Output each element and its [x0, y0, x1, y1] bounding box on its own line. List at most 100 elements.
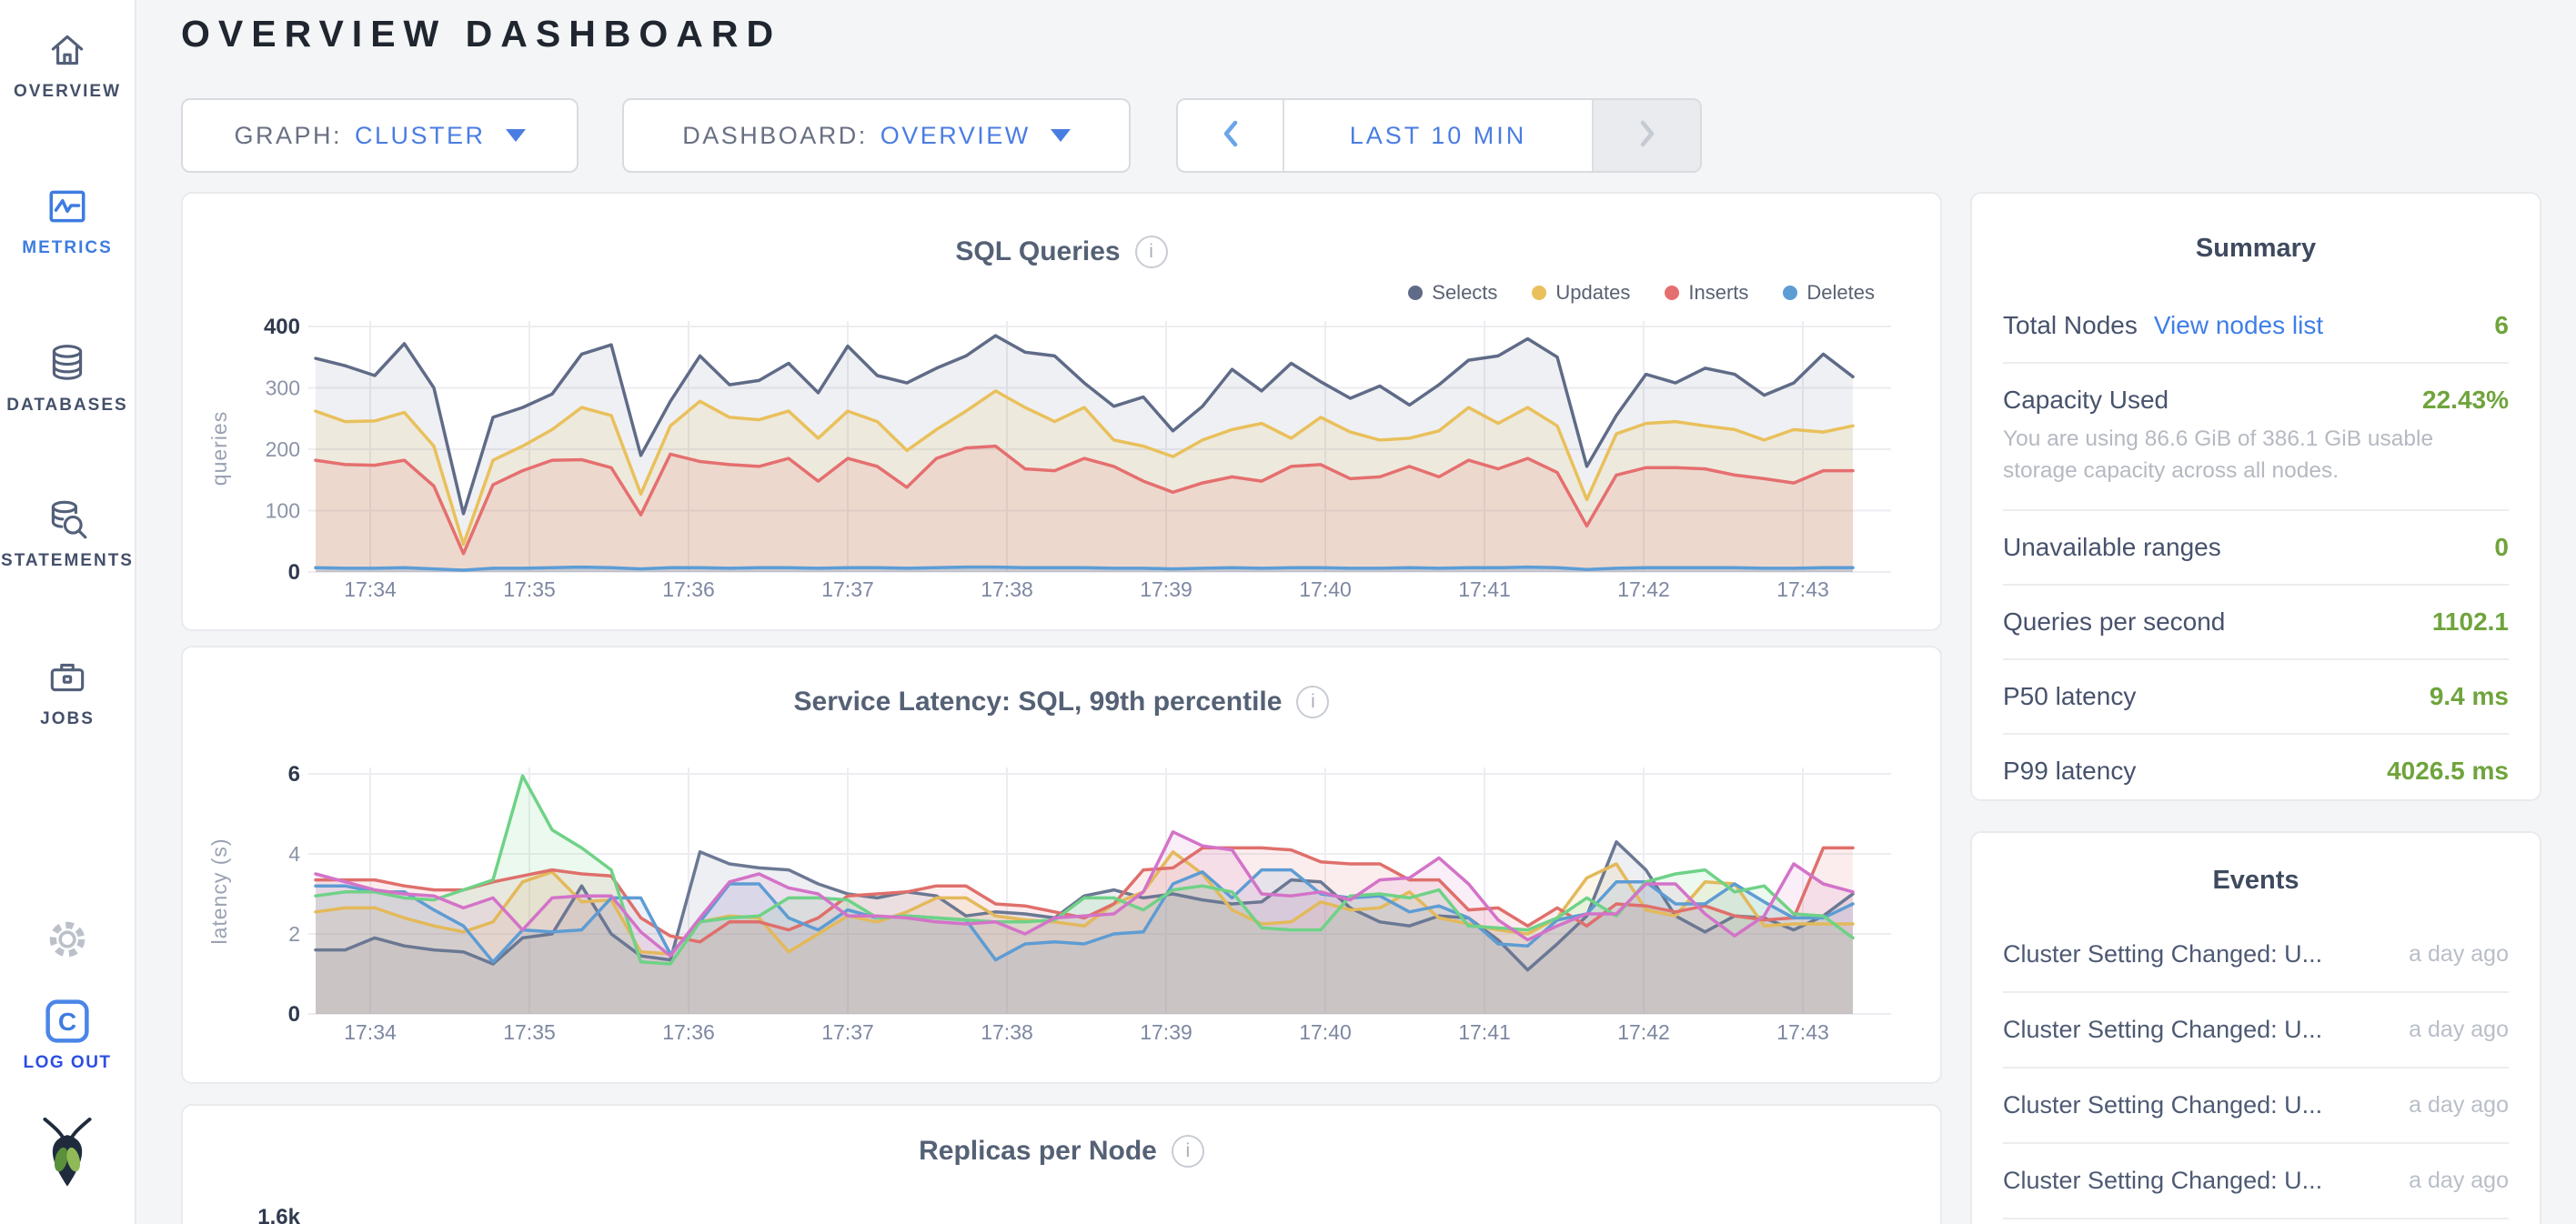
- event-row[interactable]: Cluster Setting Changed: U... a day ago: [2003, 918, 2509, 993]
- event-row[interactable]: Cluster Setting Changed: U... a day ago: [2003, 993, 2509, 1068]
- sidebar-item-databases[interactable]: DATABASES: [0, 341, 135, 416]
- svg-text:queries: queries: [207, 411, 231, 486]
- svg-text:17:41: 17:41: [1458, 1020, 1511, 1044]
- sidebar-item-overview[interactable]: OVERVIEW: [0, 27, 135, 102]
- graph-dropdown-value: CLUSTER: [355, 121, 486, 149]
- svg-text:17:36: 17:36: [662, 1020, 715, 1044]
- info-icon[interactable]: i: [1134, 236, 1168, 268]
- event-row[interactable]: Cluster Setting Changed: U... a day ago: [2003, 1219, 2509, 1224]
- legend-item: Updates: [1532, 281, 1630, 305]
- svg-text:17:34: 17:34: [344, 577, 397, 601]
- svg-text:17:41: 17:41: [1458, 577, 1511, 601]
- legend-item: Inserts: [1665, 281, 1748, 305]
- service-latency-chart: 17:34 17:35 17:36 17:37 17:38 17:39 17:40 17:41…: [207, 762, 1891, 1044]
- summary-row-total-nodes: Total Nodes View nodes list 6: [2003, 289, 2509, 364]
- events-title: Events: [2212, 866, 2299, 895]
- dashboard-dropdown-label: DASHBOARD:: [682, 121, 868, 149]
- svg-text:300: 300: [266, 376, 300, 400]
- logout-label: LOG OUT: [23, 1053, 112, 1072]
- chart-title: SQL Queries: [955, 236, 1121, 266]
- metrics-icon: [0, 184, 135, 229]
- sidebar-item-label: STATEMENTS: [1, 551, 134, 570]
- chart-title: Service Latency: SQL, 99th percentile: [793, 687, 1283, 717]
- replicas-per-node-chart: 1.6k: [257, 1205, 300, 1224]
- legend-dot-deletes: [1783, 286, 1798, 300]
- svg-text:17:35: 17:35: [503, 1020, 556, 1044]
- svg-text:C: C: [58, 1008, 76, 1036]
- sql-queries-chart: 17:34 17:35 17:36 17:37 17:38 17:39 17:40 17:41…: [207, 315, 1891, 601]
- cockroach-bug-icon: [0, 1115, 135, 1193]
- graph-dropdown[interactable]: GRAPH: CLUSTER: [181, 98, 579, 173]
- summary-rows: Total Nodes View nodes list 6 Capacity Us…: [2003, 289, 2509, 808]
- time-range-next-button[interactable]: [1592, 100, 1700, 171]
- svg-text:400: 400: [264, 315, 300, 339]
- info-icon[interactable]: i: [1171, 1135, 1204, 1168]
- svg-text:17:39: 17:39: [1140, 577, 1192, 601]
- svg-text:17:40: 17:40: [1299, 577, 1352, 601]
- chart-legend: Selects Updates Inserts Deletes: [1408, 281, 1875, 305]
- summary-panel: Summary Total Nodes View nodes list 6 Cap…: [1970, 192, 2541, 801]
- svg-text:4: 4: [288, 842, 300, 866]
- summary-row-label: Unavailable ranges: [2003, 532, 2221, 561]
- service-latency-chart-card: 17:34 17:35 17:36 17:37 17:38 17:39 17:40 17:41…: [181, 646, 1942, 1084]
- legend-dot-inserts: [1665, 286, 1680, 300]
- summary-row-label: Queries per second: [2003, 607, 2226, 636]
- svg-text:17:36: 17:36: [662, 577, 715, 601]
- summary-row-label: P99 latency: [2003, 756, 2137, 785]
- sql-queries-chart-card: 17:34 17:35 17:36 17:37 17:38 17:39 17:40 17:41…: [181, 192, 1942, 631]
- svg-text:17:34: 17:34: [344, 1020, 397, 1044]
- time-range-prev-button[interactable]: [1178, 100, 1284, 171]
- summary-title: Summary: [2195, 234, 2317, 263]
- settings-button[interactable]: [0, 917, 135, 962]
- info-icon[interactable]: i: [1296, 686, 1330, 718]
- sidebar-item-statements[interactable]: STATEMENTS: [0, 497, 135, 571]
- svg-text:200: 200: [266, 437, 300, 461]
- summary-row-value: 22.43%: [2422, 386, 2509, 414]
- summary-row-value: 0: [2494, 532, 2509, 561]
- chart-title-row: Replicas per Node i: [183, 1135, 1940, 1168]
- sidebar-item-metrics[interactable]: METRICS: [0, 184, 135, 258]
- cockroach-logo[interactable]: [0, 1115, 135, 1193]
- summary-row-value: 9.4 ms: [2429, 681, 2509, 710]
- view-nodes-list-link[interactable]: View nodes list: [2153, 311, 2324, 339]
- chevron-down-icon: [1050, 129, 1071, 142]
- chevron-left-icon: [1221, 118, 1241, 154]
- event-row[interactable]: Cluster Setting Changed: U... a day ago: [2003, 1068, 2509, 1144]
- dashboard-dropdown[interactable]: DASHBOARD: OVERVIEW: [622, 98, 1131, 173]
- databases-icon: [0, 341, 135, 386]
- time-range-selector: LAST 10 MIN: [1176, 98, 1702, 173]
- gear-icon: [0, 917, 135, 962]
- svg-text:latency (s): latency (s): [207, 838, 231, 944]
- svg-text:17:43: 17:43: [1776, 1020, 1829, 1044]
- capacity-caption: You are using 86.6 GiB of 386.1 GiB usab…: [2003, 426, 2434, 483]
- time-range-value[interactable]: LAST 10 MIN: [1349, 121, 1527, 149]
- svg-text:2: 2: [288, 922, 300, 946]
- summary-row-label: P50 latency: [2003, 681, 2137, 710]
- summary-row-value: 4026.5 ms: [2387, 756, 2509, 785]
- svg-text:17:40: 17:40: [1299, 1020, 1352, 1044]
- summary-row-queries-per-second: Queries per second 1102.1: [2003, 586, 2509, 660]
- chart-title: Replicas per Node: [919, 1136, 1157, 1166]
- summary-row-value: 1102.1: [2431, 607, 2509, 636]
- legend-item: Deletes: [1783, 281, 1875, 305]
- summary-row-unavailable-ranges: Unavailable ranges 0: [2003, 511, 2509, 586]
- page-title: OVERVIEW DASHBOARD: [181, 13, 782, 55]
- svg-text:17:37: 17:37: [821, 1020, 874, 1044]
- chart-title-row: Service Latency: SQL, 99th percentile i: [183, 686, 1940, 718]
- chevron-down-icon: [505, 129, 526, 142]
- sidebar-item-label: OVERVIEW: [13, 82, 122, 101]
- svg-text:17:35: 17:35: [503, 577, 556, 601]
- legend-dot-updates: [1532, 286, 1547, 300]
- svg-text:17:38: 17:38: [981, 1020, 1033, 1044]
- sidebar-item-jobs[interactable]: JOBS: [0, 655, 135, 729]
- svg-text:17:42: 17:42: [1617, 577, 1670, 601]
- logout-button[interactable]: C LOG OUT: [0, 997, 135, 1073]
- summary-row-value: 6: [2494, 311, 2509, 339]
- event-row[interactable]: Cluster Setting Changed: U... a day ago: [2003, 1144, 2509, 1219]
- jobs-icon: [0, 655, 135, 700]
- summary-row-p50-latency: P50 latency 9.4 ms: [2003, 660, 2509, 735]
- sidebar-item-label: METRICS: [22, 238, 113, 257]
- svg-text:17:42: 17:42: [1617, 1020, 1670, 1044]
- sidebar: OVERVIEW METRICS DATABASES: [0, 0, 136, 1224]
- svg-text:0: 0: [288, 1002, 300, 1027]
